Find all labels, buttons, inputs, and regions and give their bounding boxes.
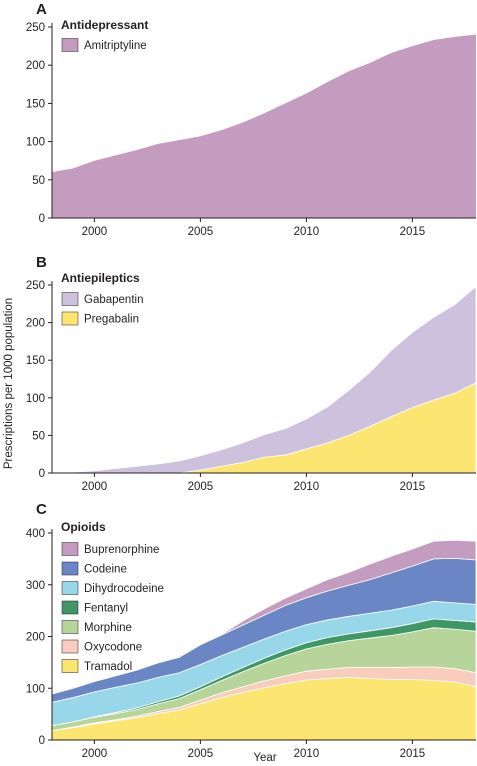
y-tick-label: 150 — [26, 355, 45, 367]
legend-swatch-morphine — [61, 620, 79, 634]
y-tick-label: 200 — [26, 60, 45, 72]
y-tick-label: 200 — [26, 318, 45, 330]
x-tick-label: 2005 — [188, 748, 214, 760]
legend-label-amitriptyline: Amitriptyline — [84, 40, 147, 52]
area-amitriptyline — [52, 34, 476, 218]
y-tick-label: 0 — [39, 213, 45, 225]
x-axis-title: Year — [253, 752, 276, 764]
panel-c: 0 100 200 300 400 2000 2005 2010 2015 C Opioids Bup… — [26, 501, 477, 760]
legend-swatch-fentanyl — [61, 600, 79, 615]
y-tick-label: 50 — [32, 175, 45, 187]
y-tick-label: 100 — [26, 393, 45, 405]
legend-label-fentanyl: Fentanyl — [84, 603, 128, 615]
legend-label-oxycodone: Oxycodone — [84, 642, 142, 654]
y-tick-label: 300 — [26, 580, 45, 592]
legend-swatch-dihydrocodeine — [61, 581, 79, 595]
x-tick-label: 2010 — [294, 226, 320, 238]
panel-b: 0 50 100 150 200 250 2000 2005 2010 2015 B Antiepil… — [26, 254, 477, 493]
panel-letter: B — [36, 254, 47, 271]
x-tick-label: 2015 — [400, 748, 426, 760]
y-tick-label: 250 — [26, 22, 45, 34]
legend-swatch-amitriptyline — [61, 38, 79, 52]
panel-title: Antidepressant — [61, 18, 148, 32]
legend-swatch-buprenorphine — [61, 542, 79, 556]
x-tick-label: 2000 — [82, 481, 108, 493]
y-tick-label: 100 — [26, 683, 45, 695]
legend-label-codeine: Codeine — [84, 564, 127, 576]
x-tick-label: 2000 — [82, 748, 108, 760]
y-tick-label: 0 — [39, 468, 45, 480]
y-tick-label: 200 — [26, 632, 45, 644]
legend-swatch-tramadol — [61, 659, 79, 673]
y-tick-label: 150 — [26, 98, 45, 110]
legend-swatch-pregabalin — [61, 311, 79, 326]
x-tick-label: 2010 — [294, 481, 320, 493]
x-tick-label: 2010 — [294, 748, 320, 760]
y-tick-label: 50 — [32, 430, 45, 442]
legend-label-pregabalin: Pregabalin — [84, 314, 139, 326]
x-tick-label: 2005 — [188, 226, 214, 238]
legend-label-morphine: Morphine — [84, 622, 132, 634]
y-tick-label: 0 — [39, 735, 45, 747]
legend-label-tramadol: Tramadol — [84, 661, 132, 673]
panel-title: Antiepileptics — [61, 271, 140, 285]
legend-label-gabapentin: Gabapentin — [84, 294, 143, 306]
area-buprenorphine — [51, 539, 477, 695]
y-axis-title: Prescriptions per 1000 population — [3, 298, 15, 469]
x-tick-label: 2005 — [188, 481, 214, 493]
x-tick-label: 2015 — [400, 481, 426, 493]
legend-swatch-gabapentin — [61, 292, 79, 306]
y-tick-label: 250 — [26, 280, 45, 292]
panel-letter: C — [36, 501, 47, 518]
legend-swatch-codeine — [61, 561, 79, 576]
legend-label-dihydrocodeine: Dihydrocodeine — [84, 583, 164, 595]
panel-a: 0 50 100 150 200 250 2000 2005 2010 2015 A Antidepr… — [26, 1, 476, 238]
y-tick-label: 400 — [26, 528, 45, 540]
legend-swatch-oxycodone — [61, 639, 79, 654]
panel-title: Opioids — [61, 520, 106, 534]
area-gabapentin — [51, 285, 477, 474]
panel-letter: A — [36, 1, 47, 18]
x-tick-label: 2000 — [82, 226, 108, 238]
y-tick-label: 100 — [26, 137, 45, 149]
legend-label-buprenorphine: Buprenorphine — [84, 544, 159, 556]
x-tick-label: 2015 — [400, 226, 426, 238]
